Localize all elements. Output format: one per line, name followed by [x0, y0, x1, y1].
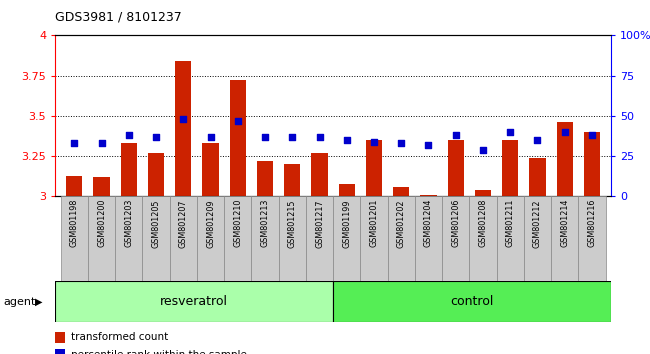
Point — [287, 134, 298, 140]
Point — [369, 139, 379, 144]
Bar — [252, 196, 279, 281]
Bar — [421, 195, 437, 196]
Point — [178, 116, 188, 122]
Text: GSM801203: GSM801203 — [124, 199, 133, 247]
Text: transformed count: transformed count — [72, 332, 168, 342]
Bar — [333, 196, 360, 281]
Point — [260, 134, 270, 140]
Text: agent: agent — [3, 297, 36, 307]
Bar — [311, 153, 328, 196]
Bar — [66, 176, 83, 196]
Bar — [229, 80, 246, 196]
Bar — [115, 196, 142, 281]
Bar — [55, 349, 65, 354]
Point — [532, 137, 543, 143]
Bar — [202, 143, 218, 196]
Bar — [578, 196, 606, 281]
Text: GSM801209: GSM801209 — [206, 199, 215, 247]
Bar — [94, 177, 110, 196]
Point — [505, 129, 515, 135]
Bar — [148, 153, 164, 196]
Text: GSM801217: GSM801217 — [315, 199, 324, 247]
Text: GSM801214: GSM801214 — [560, 199, 569, 247]
Bar — [60, 196, 88, 281]
Text: GSM801216: GSM801216 — [588, 199, 597, 247]
Text: GDS3981 / 8101237: GDS3981 / 8101237 — [55, 11, 182, 24]
Point — [233, 118, 243, 124]
Text: resveratrol: resveratrol — [160, 295, 228, 308]
Text: GSM801199: GSM801199 — [343, 199, 351, 247]
Text: GSM801212: GSM801212 — [533, 199, 542, 247]
Text: GSM801204: GSM801204 — [424, 199, 433, 247]
Point — [151, 134, 161, 140]
Bar — [55, 281, 333, 322]
Bar — [55, 332, 65, 343]
Bar — [551, 196, 578, 281]
Bar — [257, 161, 273, 196]
Bar — [584, 132, 600, 196]
Bar — [279, 196, 306, 281]
Text: GSM801215: GSM801215 — [288, 199, 297, 247]
Text: GSM801205: GSM801205 — [151, 199, 161, 247]
Bar — [170, 196, 197, 281]
Bar — [469, 196, 497, 281]
Bar — [333, 281, 611, 322]
Bar — [415, 196, 442, 281]
Bar — [502, 140, 519, 196]
Point — [423, 142, 434, 148]
Bar — [197, 196, 224, 281]
Text: percentile rank within the sample: percentile rank within the sample — [72, 350, 247, 354]
Point — [450, 132, 461, 138]
Text: GSM801201: GSM801201 — [369, 199, 378, 247]
Bar — [224, 196, 252, 281]
Bar — [497, 196, 524, 281]
Bar — [339, 184, 355, 196]
Text: control: control — [450, 295, 494, 308]
Point — [587, 132, 597, 138]
Text: GSM801198: GSM801198 — [70, 199, 79, 247]
Point — [560, 129, 570, 135]
Bar — [284, 164, 300, 196]
Point — [478, 147, 488, 153]
Text: GSM801207: GSM801207 — [179, 199, 188, 247]
Bar — [366, 140, 382, 196]
Point — [315, 134, 325, 140]
Bar — [88, 196, 115, 281]
Text: GSM801210: GSM801210 — [233, 199, 242, 247]
Bar — [121, 143, 137, 196]
Bar — [360, 196, 387, 281]
Bar — [387, 196, 415, 281]
Point — [205, 134, 216, 140]
Text: GSM801202: GSM801202 — [396, 199, 406, 247]
Bar — [442, 196, 469, 281]
Bar — [175, 61, 192, 196]
Bar — [556, 122, 573, 196]
Text: GSM801213: GSM801213 — [261, 199, 270, 247]
Bar — [142, 196, 170, 281]
Text: GSM801200: GSM801200 — [97, 199, 106, 247]
Point — [124, 132, 134, 138]
Point — [96, 141, 107, 146]
Text: GSM801208: GSM801208 — [478, 199, 488, 247]
Bar — [448, 140, 464, 196]
Text: ▶: ▶ — [35, 297, 43, 307]
Bar — [306, 196, 333, 281]
Text: GSM801211: GSM801211 — [506, 199, 515, 247]
Bar — [524, 196, 551, 281]
Text: GSM801206: GSM801206 — [451, 199, 460, 247]
Bar — [529, 158, 545, 196]
Point — [69, 141, 79, 146]
Bar — [393, 187, 410, 196]
Bar — [474, 190, 491, 196]
Point — [396, 141, 406, 146]
Point — [341, 137, 352, 143]
